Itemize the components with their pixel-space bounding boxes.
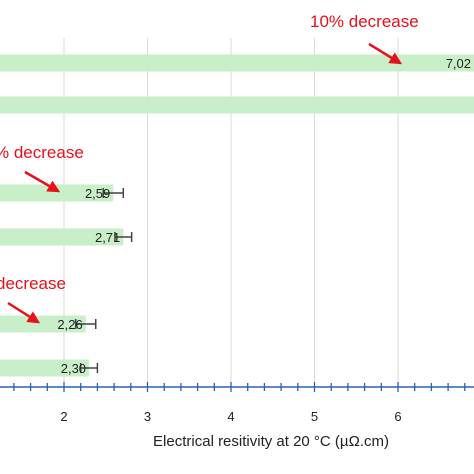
annotation-text-2: % decrease — [0, 143, 84, 162]
value-labels: 7,02 2,59 2,71 2,26 2,30 — [57, 56, 471, 376]
x-axis: 2 3 4 5 6 — [0, 382, 474, 424]
annotation-text-1: 10% decrease — [310, 12, 419, 31]
bar-2 — [0, 96, 474, 114]
value-label-3: 2,59 — [85, 186, 110, 201]
x-tick-label-4: 4 — [227, 409, 234, 424]
x-tick-label-2: 2 — [60, 409, 67, 424]
value-label-1: 7,02 — [446, 56, 471, 71]
x-tick-label-5: 5 — [311, 409, 318, 424]
x-tick-label-3: 3 — [144, 409, 151, 424]
annotation-arrow-3 — [7, 301, 41, 324]
annotation-text-3: decrease — [0, 274, 66, 293]
value-label-4: 2,71 — [95, 230, 120, 245]
bars — [0, 54, 474, 377]
annotation-arrow-2 — [24, 170, 61, 193]
value-label-5: 2,26 — [57, 317, 82, 332]
bar-4 — [0, 228, 124, 246]
bar-5 — [0, 315, 86, 333]
x-axis-label: Electrical resitivity at 20 °C (µΩ.cm) — [153, 433, 389, 450]
x-tick-label-6: 6 — [394, 409, 401, 424]
grid-lines — [63, 38, 399, 387]
annotations: 10% decrease % decrease decrease — [0, 12, 419, 324]
value-label-6: 2,30 — [61, 361, 86, 376]
bar-1 — [0, 54, 474, 72]
annotation-arrow-1 — [368, 42, 403, 65]
bar-3 — [0, 184, 114, 202]
bar-6 — [0, 359, 90, 377]
